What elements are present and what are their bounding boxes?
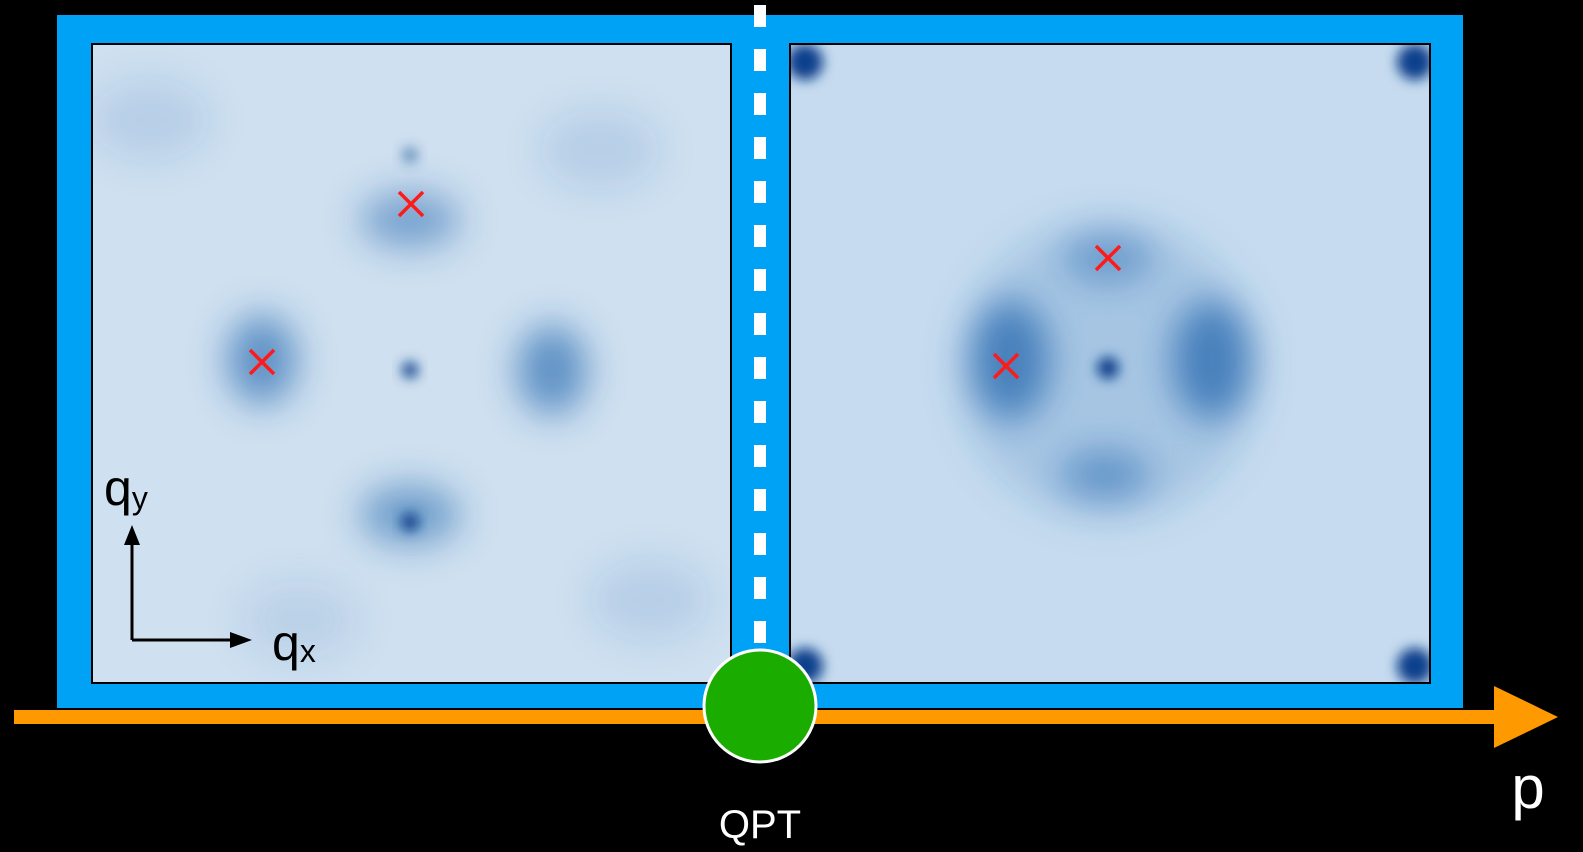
right-map xyxy=(790,44,1430,683)
qx-base: q xyxy=(272,615,300,671)
qx-sub: x xyxy=(300,633,316,669)
q-axes xyxy=(124,525,252,648)
qx-label: qx xyxy=(272,615,316,671)
right-panel-border xyxy=(789,43,1431,684)
left-panel-border xyxy=(91,43,732,684)
critical-point xyxy=(702,648,818,764)
qy-base: q xyxy=(104,460,132,516)
qy-sub: y xyxy=(132,480,148,516)
red-crosses xyxy=(248,190,1122,380)
p-label: p xyxy=(1511,754,1544,821)
left-map xyxy=(92,44,731,683)
qy-label: qy xyxy=(104,460,148,516)
qpt-label: QPT xyxy=(719,803,801,847)
